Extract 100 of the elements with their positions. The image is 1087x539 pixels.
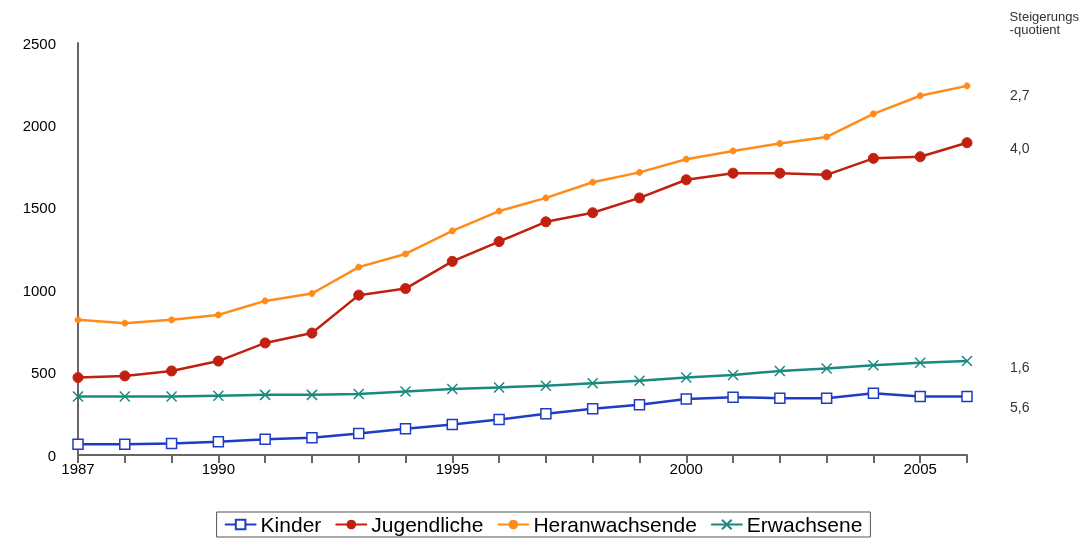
y-tick-label: 500 <box>30 364 56 382</box>
point <box>352 427 365 440</box>
point <box>867 359 880 371</box>
text: 2,7 <box>1010 87 1030 103</box>
point <box>540 216 552 228</box>
point <box>121 319 129 327</box>
point <box>446 383 459 395</box>
point <box>119 370 131 382</box>
point <box>587 207 599 219</box>
point <box>212 436 225 448</box>
point <box>776 140 784 148</box>
point <box>72 372 84 384</box>
point <box>352 388 365 400</box>
text: 5,6 <box>1010 399 1030 415</box>
point <box>774 392 786 404</box>
point <box>168 316 176 324</box>
point <box>446 255 458 267</box>
point <box>727 167 739 179</box>
point <box>355 263 363 271</box>
point <box>633 375 646 387</box>
point <box>119 390 131 403</box>
point <box>165 437 178 450</box>
point <box>727 391 739 404</box>
point <box>542 194 550 202</box>
point <box>402 250 410 258</box>
point <box>633 398 646 411</box>
x-tick-label: 2005 <box>903 460 937 477</box>
legend-label: Kinder <box>260 513 322 536</box>
point <box>821 169 833 181</box>
point <box>214 311 222 319</box>
point <box>495 207 503 215</box>
point <box>586 403 599 415</box>
point <box>961 390 973 403</box>
legend-label: Heranwachsende <box>533 513 697 536</box>
point <box>680 371 693 384</box>
point <box>119 438 131 451</box>
point <box>493 413 505 426</box>
point <box>820 362 833 375</box>
point <box>586 377 599 390</box>
point <box>635 168 643 176</box>
point <box>729 147 737 155</box>
point <box>727 369 739 381</box>
point <box>400 283 412 295</box>
point <box>74 316 82 324</box>
point <box>914 356 926 369</box>
point <box>212 355 224 367</box>
x-tick-label: 2000 <box>669 460 703 477</box>
x-tick-label: 1987 <box>61 460 95 477</box>
point <box>540 408 552 420</box>
point <box>306 327 318 339</box>
point <box>212 389 225 402</box>
point <box>448 227 456 235</box>
point <box>774 167 786 179</box>
point <box>916 92 924 100</box>
point <box>493 236 505 248</box>
point <box>680 174 692 186</box>
point <box>633 192 645 204</box>
point <box>820 392 833 404</box>
point <box>259 337 271 349</box>
point <box>774 365 786 377</box>
point <box>823 133 831 141</box>
point <box>72 438 84 451</box>
point <box>306 431 318 444</box>
point <box>308 290 316 297</box>
y-tick-label: 2500 <box>22 34 56 52</box>
y-tick-label: 2000 <box>22 116 56 134</box>
legend-label: Erwachsene <box>746 513 863 536</box>
point <box>961 137 973 149</box>
text: 4,0 <box>1010 140 1030 156</box>
point <box>165 390 178 403</box>
y-tick-label: 1500 <box>22 199 56 217</box>
point <box>869 110 877 118</box>
point <box>867 152 879 164</box>
x-tick-label: 1995 <box>435 460 469 477</box>
text: 1,6 <box>1010 359 1030 375</box>
point <box>540 380 552 392</box>
point <box>353 289 365 301</box>
point <box>867 387 880 399</box>
point <box>399 422 412 435</box>
point <box>166 365 178 377</box>
point <box>446 418 459 431</box>
point <box>963 82 971 90</box>
point <box>306 389 318 401</box>
point <box>493 381 505 394</box>
legend-label: Jugendliche <box>371 513 484 536</box>
point <box>914 151 926 163</box>
text: Steigerungs -quotient <box>1009 9 1080 37</box>
point <box>589 178 597 186</box>
point <box>961 355 973 367</box>
x-tick-label: 1990 <box>201 460 236 477</box>
point <box>914 390 926 403</box>
point <box>399 385 412 398</box>
point <box>259 389 271 401</box>
point <box>682 155 690 163</box>
point <box>261 297 269 305</box>
point <box>680 393 693 405</box>
point <box>72 390 84 403</box>
y-tick-label: 0 <box>47 446 56 464</box>
point <box>259 433 271 446</box>
y-tick-label: 1000 <box>22 281 56 299</box>
